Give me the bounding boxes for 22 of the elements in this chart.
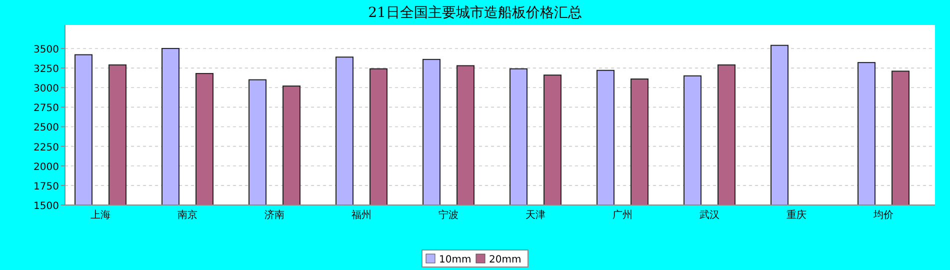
x-tick-label: 福州 [352, 209, 372, 221]
y-tick-label: 2500 [34, 122, 59, 134]
legend-label: 20mm [489, 254, 522, 266]
chart-title: 21日全国主要城市造船板价格汇总 [368, 5, 582, 21]
y-tick-label: 2000 [34, 162, 59, 173]
x-tick-label: 重庆 [786, 209, 806, 221]
y-tick-label: 3500 [34, 44, 59, 56]
y-tick-label: 1750 [34, 181, 59, 192]
x-tick-label: 济南 [264, 209, 284, 221]
x-tick-label: 均价 [872, 209, 894, 221]
y-tick-label: 3250 [34, 64, 59, 76]
x-tick-label: 宁波 [438, 209, 458, 221]
legend-label: 10mm [439, 254, 472, 266]
y-tick-label: 1500 [34, 201, 59, 212]
x-tick-label: 武汉 [700, 209, 720, 221]
y-tick-label: 2250 [34, 142, 59, 154]
x-tick-label: 南京 [178, 209, 198, 221]
x-tick-label: 广州 [612, 209, 632, 221]
y-tick-label: 2750 [34, 103, 59, 114]
x-tick-label: 天津 [526, 209, 546, 221]
x-tick-label: 上海 [90, 209, 110, 221]
y-tick-label: 3000 [34, 84, 59, 95]
